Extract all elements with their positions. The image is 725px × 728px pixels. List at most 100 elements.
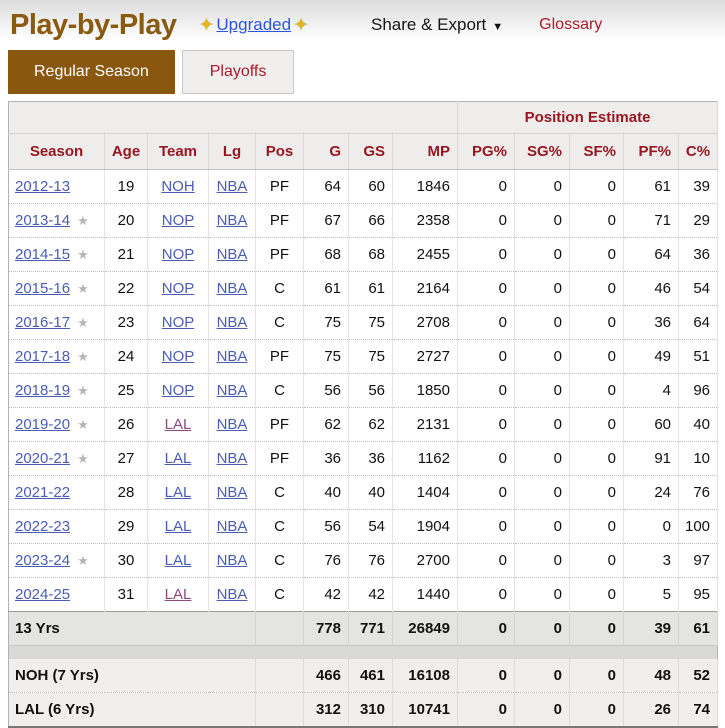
career-total-row: 13 Yrs 778 771 26849 0 0 0 39 61 — [8, 611, 719, 646]
league-link[interactable]: NBA — [216, 450, 248, 467]
mp-cell: 1850 — [392, 373, 458, 408]
pg_pct-cell: 0 — [457, 543, 515, 578]
col-header-season[interactable]: Season — [8, 133, 105, 170]
spacer-row — [8, 645, 718, 659]
pf_pct-cell: 46 — [623, 271, 679, 306]
league-link[interactable]: NBA — [216, 552, 248, 569]
team-link[interactable]: LAL — [164, 416, 192, 433]
season-link[interactable]: 2024-25 — [15, 586, 71, 603]
col-header-c_pct[interactable]: C% — [678, 133, 719, 170]
sf_pct-cell: 0 — [569, 373, 624, 408]
sf_pct-cell: 0 — [569, 543, 624, 578]
league-link[interactable]: NBA — [216, 212, 248, 229]
mp-cell: 16108 — [392, 658, 458, 693]
team-link[interactable]: NOP — [161, 280, 195, 297]
sf_pct-cell: 0 — [569, 475, 624, 510]
pf_pct-cell: 24 — [623, 475, 679, 510]
pg_pct-cell: 0 — [457, 611, 515, 646]
c_pct-cell: 74 — [678, 692, 719, 727]
gs-cell: 60 — [348, 169, 393, 204]
pg_pct-cell: 0 — [457, 305, 515, 340]
season-row: 2015-16 ★ 22 NOP NBA C 61 61 2164 0 0 0 46 54 — [8, 271, 719, 306]
season-link[interactable]: 2018-19 — [15, 382, 71, 399]
team-link[interactable]: LAL — [164, 586, 192, 603]
season-cell: 2014-15 ★ — [8, 237, 105, 272]
sf_pct-cell: 0 — [569, 441, 624, 476]
all-star-icon: ★ — [77, 213, 89, 228]
league-link[interactable]: NBA — [216, 314, 248, 331]
season-link[interactable]: 2014-15 — [15, 246, 71, 263]
col-header-lg[interactable]: Lg — [208, 133, 256, 170]
team-link[interactable]: NOH — [161, 178, 195, 195]
col-header-sg_pct[interactable]: SG% — [514, 133, 570, 170]
season-cell: 2021-22 — [8, 475, 105, 510]
season-link[interactable]: 2017-18 — [15, 348, 71, 365]
sg_pct-cell: 0 — [514, 339, 570, 374]
league-link[interactable]: NBA — [216, 280, 248, 297]
col-header-pf_pct[interactable]: PF% — [623, 133, 679, 170]
mp-cell: 1846 — [392, 169, 458, 204]
pos-cell — [255, 692, 304, 727]
pg_pct-cell: 0 — [457, 441, 515, 476]
league-link[interactable]: NBA — [216, 586, 248, 603]
col-header-gs[interactable]: GS — [348, 133, 393, 170]
team-link[interactable]: NOP — [161, 246, 195, 263]
col-header-sf_pct[interactable]: SF% — [569, 133, 624, 170]
season-cell: 2012-13 — [8, 169, 105, 204]
team-link[interactable]: NOP — [161, 382, 195, 399]
season-link[interactable]: 2022-23 — [15, 518, 71, 535]
col-header-team[interactable]: Team — [147, 133, 209, 170]
tab-regular-season[interactable]: Regular Season — [8, 50, 175, 94]
season-link[interactable]: 2019-20 — [15, 416, 71, 433]
league-link[interactable]: NBA — [216, 484, 248, 501]
pos-cell: C — [255, 271, 304, 306]
season-link[interactable]: 2016-17 — [15, 314, 71, 331]
league-link[interactable]: NBA — [216, 382, 248, 399]
team-link[interactable]: NOP — [161, 348, 195, 365]
sf_pct-cell: 0 — [569, 169, 624, 204]
col-header-g[interactable]: G — [303, 133, 349, 170]
season-link[interactable]: 2023-24 — [15, 552, 71, 569]
group-header-row: Position Estimate — [8, 101, 719, 134]
team-link[interactable]: LAL — [164, 484, 192, 501]
mp-cell: 2455 — [392, 237, 458, 272]
sg_pct-cell: 0 — [514, 169, 570, 204]
league-link[interactable]: NBA — [216, 246, 248, 263]
season-link[interactable]: 2013-14 — [15, 212, 71, 229]
age-cell: 25 — [104, 373, 148, 408]
season-cell: 2018-19 ★ — [8, 373, 105, 408]
tab-playoffs[interactable]: Playoffs — [181, 50, 295, 94]
col-header-pg_pct[interactable]: PG% — [457, 133, 515, 170]
season-link[interactable]: 2015-16 — [15, 280, 71, 297]
league-link[interactable]: NBA — [216, 518, 248, 535]
league-link[interactable]: NBA — [216, 348, 248, 365]
season-link[interactable]: 2020-21 — [15, 450, 71, 467]
summary-label-cell: NOH (7 Yrs) — [8, 658, 256, 693]
season-cell: 2023-24 ★ — [8, 543, 105, 578]
pos-cell: C — [255, 475, 304, 510]
team-link[interactable]: NOP — [161, 314, 195, 331]
season-row: 2013-14 ★ 20 NOP NBA PF 67 66 2358 0 0 0 71 29 — [8, 203, 719, 238]
season-cell: 2024-25 — [8, 577, 105, 612]
pf_pct-cell: 3 — [623, 543, 679, 578]
team-link[interactable]: LAL — [164, 552, 192, 569]
col-header-age[interactable]: Age — [104, 133, 148, 170]
team-link[interactable]: NOP — [161, 212, 195, 229]
g-cell: 56 — [303, 509, 349, 544]
season-link[interactable]: 2021-22 — [15, 484, 71, 501]
upgraded-link[interactable]: Upgraded — [216, 15, 292, 34]
col-header-mp[interactable]: MP — [392, 133, 458, 170]
team-link[interactable]: LAL — [164, 518, 192, 535]
pg_pct-cell: 0 — [457, 577, 515, 612]
col-header-pos[interactable]: Pos — [255, 133, 304, 170]
pg_pct-cell: 0 — [457, 169, 515, 204]
league-link[interactable]: NBA — [216, 416, 248, 433]
glossary-link[interactable]: Glossary — [539, 16, 603, 33]
gs-cell: 42 — [348, 577, 393, 612]
league-link[interactable]: NBA — [216, 178, 248, 195]
share-export-menu[interactable]: Share & Export ▼ — [371, 15, 503, 35]
team-link[interactable]: LAL — [164, 450, 192, 467]
pos-cell — [255, 611, 304, 646]
pf_pct-cell: 60 — [623, 407, 679, 442]
season-link[interactable]: 2012-13 — [15, 178, 71, 195]
